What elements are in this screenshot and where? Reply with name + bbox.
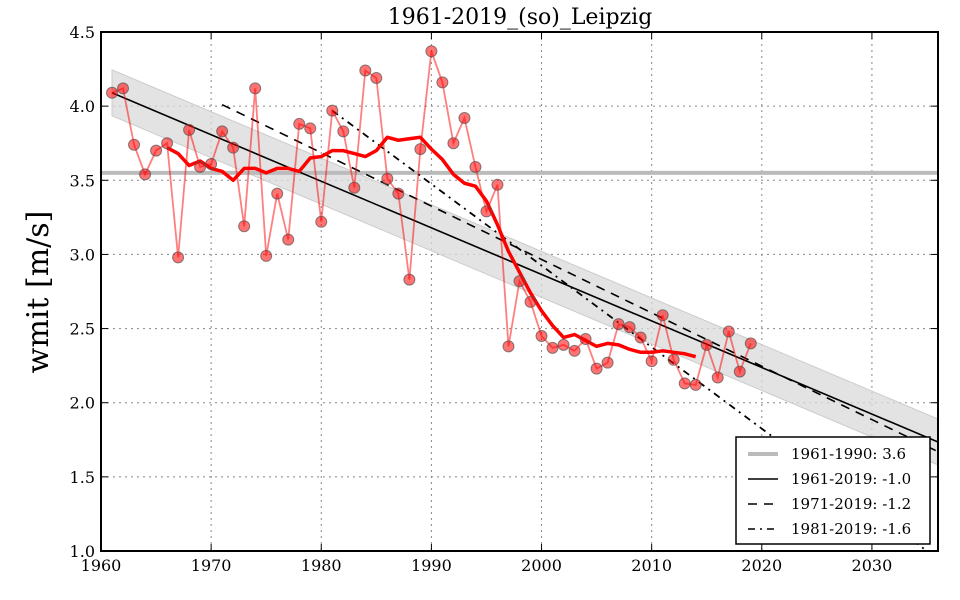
data-point [271,187,284,200]
trend-line-dashed [221,103,938,453]
x-tick-label: 1990 [411,556,452,575]
data-point [106,86,119,99]
x-tick-label: 1970 [191,556,232,575]
legend: 1961-1990: 3.6 1961-2019: -1.0 1971-2019: … [735,436,931,545]
data-point [381,172,394,185]
data-point [183,123,196,136]
data-point [282,233,295,246]
data-point [117,82,130,95]
data-point [359,64,372,77]
data-point [546,341,559,354]
data-point [436,76,449,89]
x-tick-label: 2020 [741,556,782,575]
data-point [623,321,636,334]
data-point [678,377,691,390]
data-point [425,45,438,58]
data-point [447,137,460,150]
data-point [128,138,141,151]
legend-label: 1981-2019: -1.6 [791,520,911,538]
data-point [557,338,570,351]
data-point [590,362,603,375]
data-point [172,251,185,264]
y-tick-label: 1.0 [70,542,95,561]
data-point [304,122,317,135]
x-tick-label: 2010 [631,556,672,575]
data-point [733,365,746,378]
data-point [150,144,163,157]
data-point [315,215,328,228]
data-point [645,355,658,368]
x-tick-label: 1980 [301,556,342,575]
data-point [667,353,680,366]
data-point [524,295,537,308]
y-axis-label: wmit [m/s] [21,211,56,374]
data-point [392,187,405,200]
data-point [326,104,339,117]
data-point [612,318,625,331]
legend-box [735,436,931,545]
y-tick-label: 1.5 [70,468,95,487]
data-point [480,205,493,218]
data-point [568,344,581,357]
y-tick-label: 3.0 [70,245,95,264]
data-point [249,82,262,95]
y-tick-label: 2.5 [70,320,95,339]
data-point [689,378,702,391]
data-point [293,117,306,130]
data-point [227,141,240,154]
legend-label: 1971-2019: -1.2 [791,495,911,513]
data-point [161,137,174,150]
data-point [634,331,647,344]
data-point [139,168,152,181]
data-point [722,325,735,338]
plot-frame [100,31,939,552]
moving-average-line [166,135,697,359]
data-point [205,157,218,170]
data-point [260,249,273,262]
y-tick-label: 3.5 [70,171,95,190]
data-point [491,178,504,191]
data-point [414,143,427,156]
data-point [238,220,251,233]
data-point [502,340,515,353]
data-point [348,181,361,194]
data-point [535,329,548,342]
data-point [744,337,757,350]
data-point [216,125,229,138]
x-tick-label: 1960 [81,556,122,575]
data-point [513,275,526,288]
y-tick-label: 2.0 [70,394,95,413]
data-point [711,371,724,384]
data-point [656,309,669,322]
data-point [194,160,207,173]
y-tick-label: 4.5 [70,23,95,42]
data-point [403,273,416,286]
legend-label: 1961-2019: -1.0 [791,470,911,488]
data-point [469,160,482,173]
data-point [458,112,471,125]
x-tick-label: 2000 [521,556,562,575]
y-tick-label: 4.0 [70,97,95,116]
data-point [700,338,713,351]
data-point [601,356,614,369]
data-point [579,332,592,345]
data-point [337,125,350,138]
data-point [370,71,383,84]
legend-label: 1961-1990: 3.6 [791,445,906,463]
x-tick-label: 2030 [852,556,893,575]
chart-title: 1961-2019_(so)_Leipzig [388,5,653,30]
